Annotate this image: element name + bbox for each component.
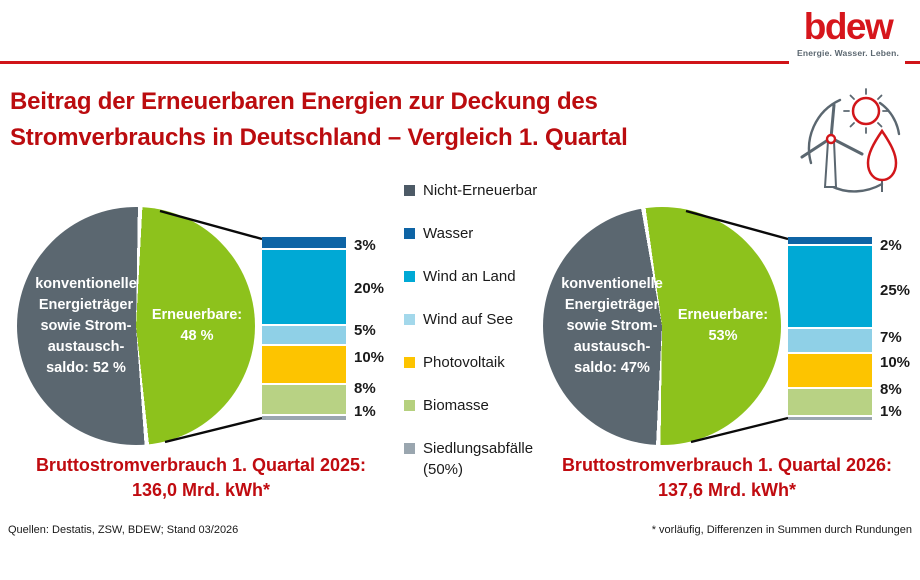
bar-segment-biomasse xyxy=(788,388,872,415)
bar-segment-label-siedlungsabfaelle: 1% xyxy=(354,403,376,420)
legend-item: Siedlungsabfälle (50%) xyxy=(404,438,554,481)
sun-icon xyxy=(843,88,889,134)
bar-segment-label-wasser: 3% xyxy=(354,237,376,254)
bar-segment-photovoltaik xyxy=(262,346,346,383)
circle-arc-bottom xyxy=(829,182,884,193)
legend-label: Nicht-Erneuerbar xyxy=(423,182,538,199)
bdew-logo: bdew Energie. Wasser. Leben. xyxy=(796,6,900,58)
bar-segment-label-biomasse: 8% xyxy=(880,381,902,399)
bar-segment-label-wind-auf-see: 5% xyxy=(354,322,376,340)
legend-swatch xyxy=(404,443,415,454)
caption-2025: Bruttostromverbrauch 1. Quartal 2025: 13… xyxy=(35,455,367,500)
bar-segment-siedlungsabfaelle xyxy=(262,416,346,421)
legend-item: Wind auf See xyxy=(404,309,554,352)
legend: Nicht-Erneuerbar Wasser Wind an Land Wind a… xyxy=(404,180,554,481)
bar-segment-wasser xyxy=(788,237,872,244)
bar-segment-wasser xyxy=(262,237,346,249)
bar-segment-wind-an-land xyxy=(262,250,346,324)
legend-swatch xyxy=(404,357,415,368)
legend-item: Wind an Land xyxy=(404,266,554,309)
legend-item: Nicht-Erneuerbar xyxy=(404,180,554,223)
sources-note: Quellen: Destatis, ZSW, BDEW; Stand 03/2… xyxy=(8,524,239,536)
chart-group-2025: konventionelle Energieträger sowie Strom… xyxy=(10,195,392,520)
stacked-bar-2026 xyxy=(788,237,872,420)
legend-label: Photovoltaik xyxy=(423,354,505,371)
pie-chart-2026: konventionelle Energieträger sowie Strom… xyxy=(543,207,781,445)
bar-segment-label-photovoltaik: 10% xyxy=(354,348,385,366)
legend-label: Siedlungsabfälle (50%) xyxy=(423,440,534,478)
legend-label: Wind an Land xyxy=(423,268,516,285)
legend-item: Photovoltaik xyxy=(404,352,554,395)
bar-segment-label-photovoltaik: 10% xyxy=(880,354,911,372)
bar-segment-biomasse xyxy=(262,384,346,415)
circle-arc-right xyxy=(878,101,901,136)
legend-swatch xyxy=(404,400,415,411)
header-rule-right xyxy=(905,61,920,64)
chart-group-2026: konventionelle Energieträger sowie Strom… xyxy=(536,195,918,520)
bar-segment-label-wind-an-land: 25% xyxy=(880,282,911,300)
legend-item: Biomasse xyxy=(404,395,554,438)
legend-swatch xyxy=(404,314,415,325)
bar-segment-label-wind-an-land: 20% xyxy=(354,279,385,297)
bar-segment-label-biomasse: 8% xyxy=(354,379,376,397)
stacked-bar-labels-2025: 3% 20% 5% 10% 8% 1% xyxy=(354,237,392,420)
bar-segment-label-wind-auf-see: 7% xyxy=(880,328,902,346)
legend-label: Biomasse xyxy=(423,397,489,414)
pie-label-conventional: konventionelle Energieträger sowie Strom… xyxy=(35,275,137,376)
caption-2026: Bruttostromverbrauch 1. Quartal 2026: 13… xyxy=(561,455,893,500)
bar-segment-siedlungsabfaelle xyxy=(788,416,872,420)
footnote: * vorläufig, Differenzen in Summen durch… xyxy=(651,524,912,536)
bar-segment-wind-auf-see xyxy=(788,329,872,352)
legend-label: Wind auf See xyxy=(423,311,514,328)
bar-segment-label-siedlungsabfaelle: 1% xyxy=(880,402,902,420)
pie-label-renewable: Erneuerbare: 53% xyxy=(677,307,769,344)
bar-segment-wind-an-land xyxy=(788,245,872,328)
page-title: Beitrag der Erneuerbaren Energien zur De… xyxy=(10,88,628,151)
renewable-energy-icon xyxy=(800,88,901,193)
wind-turbine-icon xyxy=(800,103,864,188)
pie-label-renewable: Erneuerbare: 48 % xyxy=(151,307,243,344)
legend-item: Wasser xyxy=(404,223,554,266)
leaf-icon xyxy=(866,128,898,192)
bar-segment-photovoltaik xyxy=(788,353,872,387)
legend-swatch xyxy=(404,228,415,239)
stacked-bar-2025 xyxy=(262,237,346,421)
stacked-bar-labels-2026: 2% 25% 7% 10% 8% 1% xyxy=(880,237,918,420)
pie-chart-2025: konventionelle Energieträger sowie Strom… xyxy=(17,207,255,445)
bdew-tagline: Energie. Wasser. Leben. xyxy=(796,48,900,58)
legend-swatch xyxy=(404,271,415,282)
header-rule-left xyxy=(0,61,789,64)
bdew-logo-text: bdew xyxy=(803,6,894,47)
pie-label-conventional: konventionelle Energieträger sowie Strom… xyxy=(561,275,663,376)
bar-segment-label-wasser: 2% xyxy=(880,237,902,254)
legend-label: Wasser xyxy=(423,225,474,242)
legend-swatch xyxy=(404,185,415,196)
bar-segment-wind-auf-see xyxy=(262,325,346,345)
